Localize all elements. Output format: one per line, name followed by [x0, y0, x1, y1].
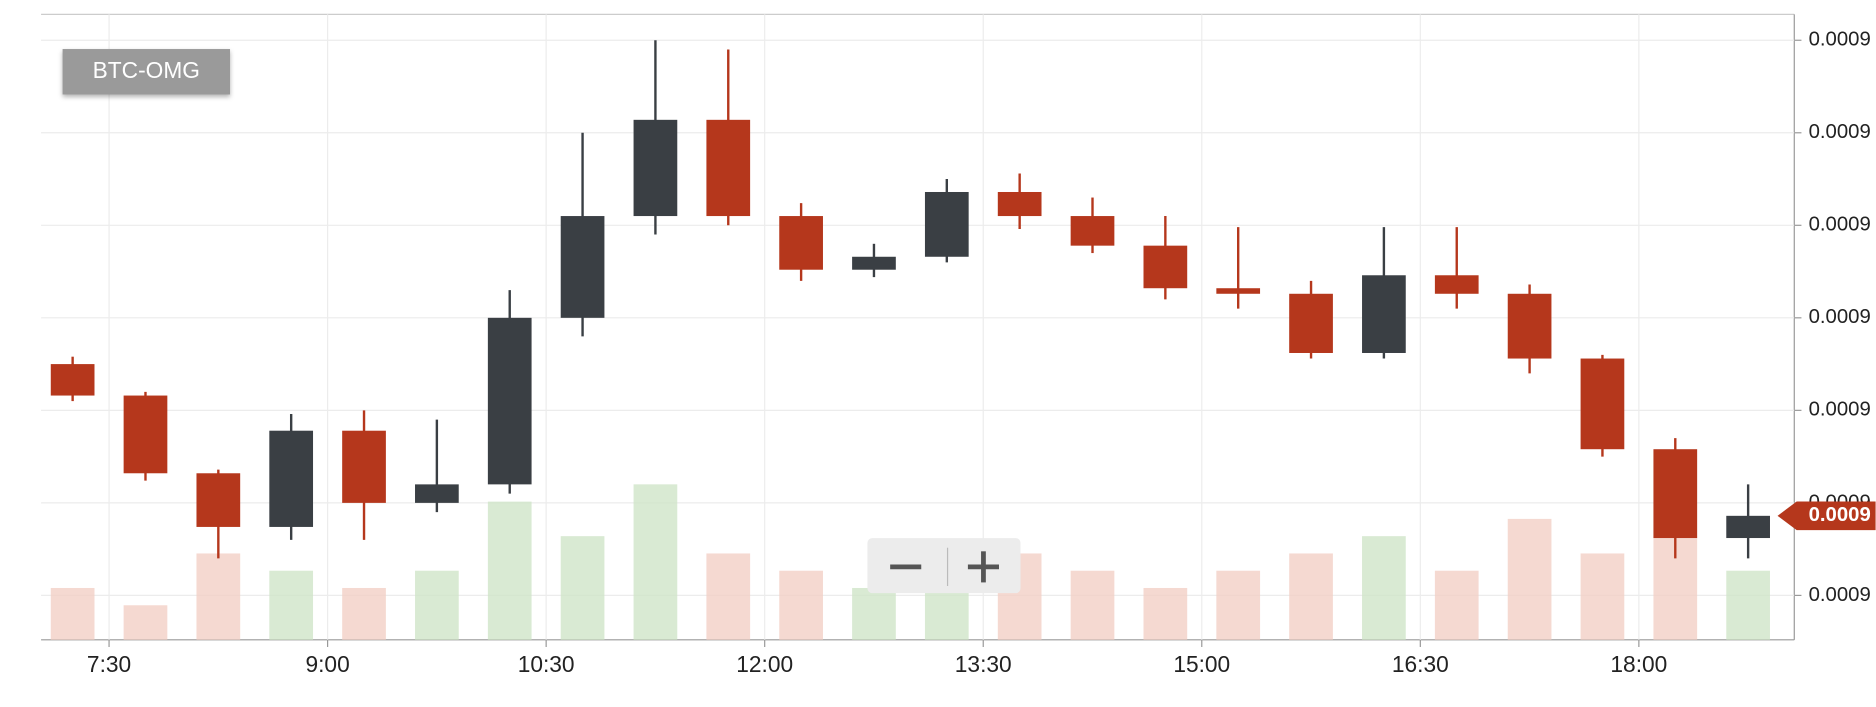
volume-bar: [852, 587, 896, 640]
candle-body: [50, 364, 95, 396]
candle-body: [706, 119, 751, 217]
candle-body: [196, 473, 241, 527]
grid-layer: [41, 14, 1795, 640]
volume-bar: [123, 605, 168, 640]
candle-body: [924, 191, 969, 257]
candle-body: [1726, 515, 1770, 539]
volume-bar: [269, 570, 314, 640]
y-tick-label: 0.0009: [1809, 306, 1871, 328]
y-tick-label: 0.0009: [1809, 121, 1871, 143]
candle-body: [1507, 293, 1552, 359]
y-tick-label: 0.0009: [1809, 584, 1871, 606]
x-tick-label: 7:30: [87, 651, 131, 677]
last-price-tag: [1777, 501, 1876, 531]
x-tick-label: 13:30: [955, 651, 1012, 677]
axis-layer: 0.0009 0.0009 0.0009 0.0009 0.0009 0.0009 0.00…: [87, 29, 1876, 677]
volume-bar: [560, 536, 605, 640]
volume-layer: [50, 484, 1770, 640]
x-tick-label: 18:00: [1610, 651, 1667, 677]
candle-body: [487, 317, 532, 485]
y-tick-label: 0.0009: [1809, 214, 1871, 236]
x-tick-label: 15:00: [1173, 651, 1230, 677]
candle-body: [560, 216, 605, 318]
candle-body: [997, 191, 1042, 217]
x-tick-label: 12:00: [736, 651, 793, 677]
volume-bar: [415, 570, 459, 640]
x-tick-label: 16:30: [1392, 651, 1449, 677]
volume-bar: [1507, 518, 1552, 640]
volume-bar: [50, 587, 95, 640]
candle-body: [1070, 216, 1115, 246]
candle-body: [1653, 449, 1698, 539]
candle-layer: [50, 40, 1770, 559]
volume-bar: [706, 553, 751, 640]
volume-bar: [1434, 570, 1479, 640]
x-tick-label: 9:00: [305, 651, 349, 677]
candle-body: [123, 395, 168, 474]
candle-body: [1580, 358, 1625, 450]
volume-bar: [487, 501, 532, 640]
x-tick-label: 10:30: [518, 651, 575, 677]
candle-body: [852, 256, 896, 270]
candle-body: [1143, 245, 1188, 289]
volume-bar: [1216, 570, 1261, 640]
zoom-controls: [867, 538, 1021, 594]
candle-body: [269, 430, 314, 527]
last-price-label: 0.0009: [1809, 504, 1871, 526]
candle-body: [1289, 293, 1333, 353]
candle-body: [1362, 275, 1406, 353]
volume-bar: [196, 553, 241, 640]
symbol-label: BTC-OMG: [93, 57, 200, 83]
candle-body: [1216, 288, 1261, 294]
candle-body: [415, 484, 459, 503]
candle-body: [342, 430, 386, 503]
volume-bar: [633, 484, 678, 640]
volume-bar: [1362, 536, 1406, 640]
volume-bar: [342, 587, 386, 640]
symbol-badge: [62, 49, 231, 95]
volume-bar: [1143, 587, 1188, 640]
volume-bar: [1289, 553, 1333, 640]
volume-bar: [1726, 570, 1770, 640]
y-tick-label: 0.0009: [1809, 29, 1871, 51]
candle-body: [779, 216, 823, 270]
y-tick-label: 0.0009: [1809, 399, 1871, 421]
volume-bar: [1070, 570, 1115, 640]
zoom-in-button[interactable]: [967, 551, 999, 583]
volume-bar: [779, 570, 823, 640]
candle-body: [1434, 275, 1479, 294]
candle-body: [633, 119, 678, 217]
volume-bar: [1580, 553, 1625, 640]
